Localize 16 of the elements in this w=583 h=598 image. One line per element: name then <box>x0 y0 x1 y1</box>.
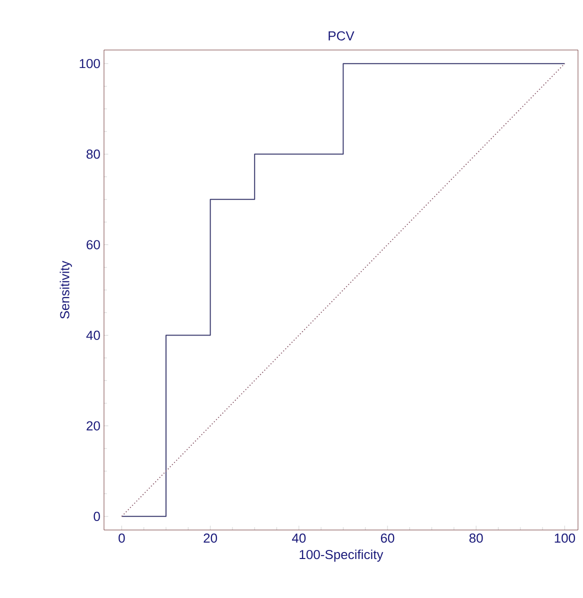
x-tick-label: 60 <box>380 534 394 543</box>
y-tick-label: 20 <box>86 421 100 430</box>
y-axis-title: Sensitivity <box>60 260 72 319</box>
x-tick-label: 100 <box>554 534 576 543</box>
x-tick-label: 80 <box>469 534 483 543</box>
x-tick-label: 20 <box>204 534 218 543</box>
chart-title: PCV <box>328 31 354 40</box>
y-tick-label: 100 <box>80 58 100 68</box>
y-tick-label: 80 <box>86 150 100 159</box>
x-axis-title: 100-Specificity <box>300 550 384 562</box>
y-tick-label: 60 <box>86 240 100 250</box>
x-tick-label: 40 <box>292 534 306 543</box>
y-tick-label: 0 <box>94 512 100 522</box>
x-tick-label: 0 <box>118 534 125 543</box>
line-series <box>121 63 566 517</box>
y-tick-label: 40 <box>86 330 100 340</box>
